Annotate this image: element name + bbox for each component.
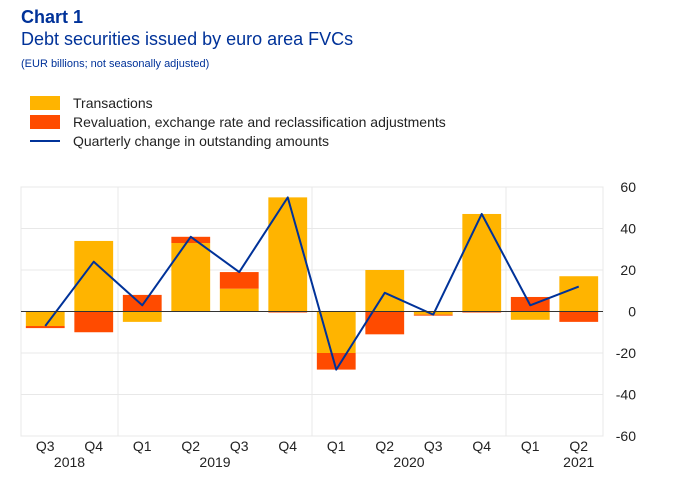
legend-line-quarterly-change [30, 139, 60, 142]
y-tick-label: 20 [620, 262, 636, 278]
bar-revaluation [462, 311, 502, 313]
legend-label-transactions: Transactions [73, 94, 153, 111]
x-tick-label: Q1 [133, 438, 152, 454]
legend-swatch-transactions [30, 95, 60, 110]
line-series [44, 196, 580, 371]
bar-transactions [559, 276, 599, 312]
x-year-label: 2020 [393, 454, 424, 470]
x-year-label: 2018 [54, 454, 85, 470]
bar-revaluation [122, 294, 162, 312]
legend: Transactions Revaluation, exchange rate … [30, 93, 446, 150]
y-tick-label: 40 [620, 221, 636, 237]
bar-revaluation [74, 311, 114, 333]
axes: 60 40 20 0 -20 -40 -60 Q3 Q4 Q1 Q2 Q3 Q4 Q1 Q2 Q3 Q4 Q1 Q2… [21, 179, 636, 470]
line-quarterly-change [44, 196, 580, 371]
y-tick-label: 60 [620, 179, 636, 195]
x-tick-label: Q2 [181, 438, 200, 454]
x-tick-label: Q2 [375, 438, 394, 454]
bar-transactions [316, 311, 356, 353]
bar-transactions [268, 197, 308, 312]
y-tick-label: -40 [616, 387, 636, 403]
legend-label-revaluation: Revaluation, exchange rate and reclassif… [73, 113, 446, 130]
bar-transactions [74, 240, 114, 312]
bar-revaluation [171, 236, 211, 244]
y-tick-label: -60 [616, 428, 636, 444]
bar-transactions [171, 243, 211, 312]
bar-revaluation [365, 311, 405, 335]
x-tick-label: Q4 [278, 438, 297, 454]
y-tick-label: 0 [628, 304, 636, 320]
bar-transactions [365, 270, 405, 312]
legend-item-transactions: Transactions [30, 93, 446, 112]
bar-revaluation [316, 353, 356, 370]
bar-transactions [219, 288, 259, 312]
x-tick-label: Q3 [36, 438, 55, 454]
chart-number: Chart 1 [21, 7, 84, 27]
x-tick-label: Q1 [521, 438, 540, 454]
x-tick-label: Q4 [84, 438, 103, 454]
bar-revaluation [219, 272, 259, 289]
chart-title: Debt securities issued by euro area FVCs [21, 29, 354, 49]
bar-revaluation [268, 311, 308, 313]
x-tick-label: Q3 [230, 438, 249, 454]
bar-transactions [462, 213, 502, 312]
x-tick-label: Q1 [327, 438, 346, 454]
bar-transactions [510, 311, 550, 320]
bars [25, 197, 599, 370]
x-tick-label: Q2 [569, 438, 588, 454]
legend-item-quarterly-change: Quarterly change in outstanding amounts [30, 131, 446, 150]
bar-transactions [122, 311, 162, 322]
x-tick-label: Q4 [472, 438, 491, 454]
bar-revaluation [559, 311, 599, 322]
legend-swatch-revaluation [30, 114, 60, 129]
y-tick-label: -20 [616, 345, 636, 361]
chart-header: Chart 1 Debt securities issued by euro a… [21, 6, 353, 70]
bar-transactions [25, 311, 65, 327]
x-year-label: 2019 [199, 454, 230, 470]
bar-revaluation [25, 326, 65, 329]
x-year-label: 2021 [563, 454, 594, 470]
x-tick-label: Q3 [424, 438, 443, 454]
legend-item-revaluation: Revaluation, exchange rate and reclassif… [30, 112, 446, 131]
chart-subtitle: (EUR billions; not seasonally adjusted) [21, 58, 210, 70]
legend-label-quarterly-change: Quarterly change in outstanding amounts [73, 132, 330, 149]
